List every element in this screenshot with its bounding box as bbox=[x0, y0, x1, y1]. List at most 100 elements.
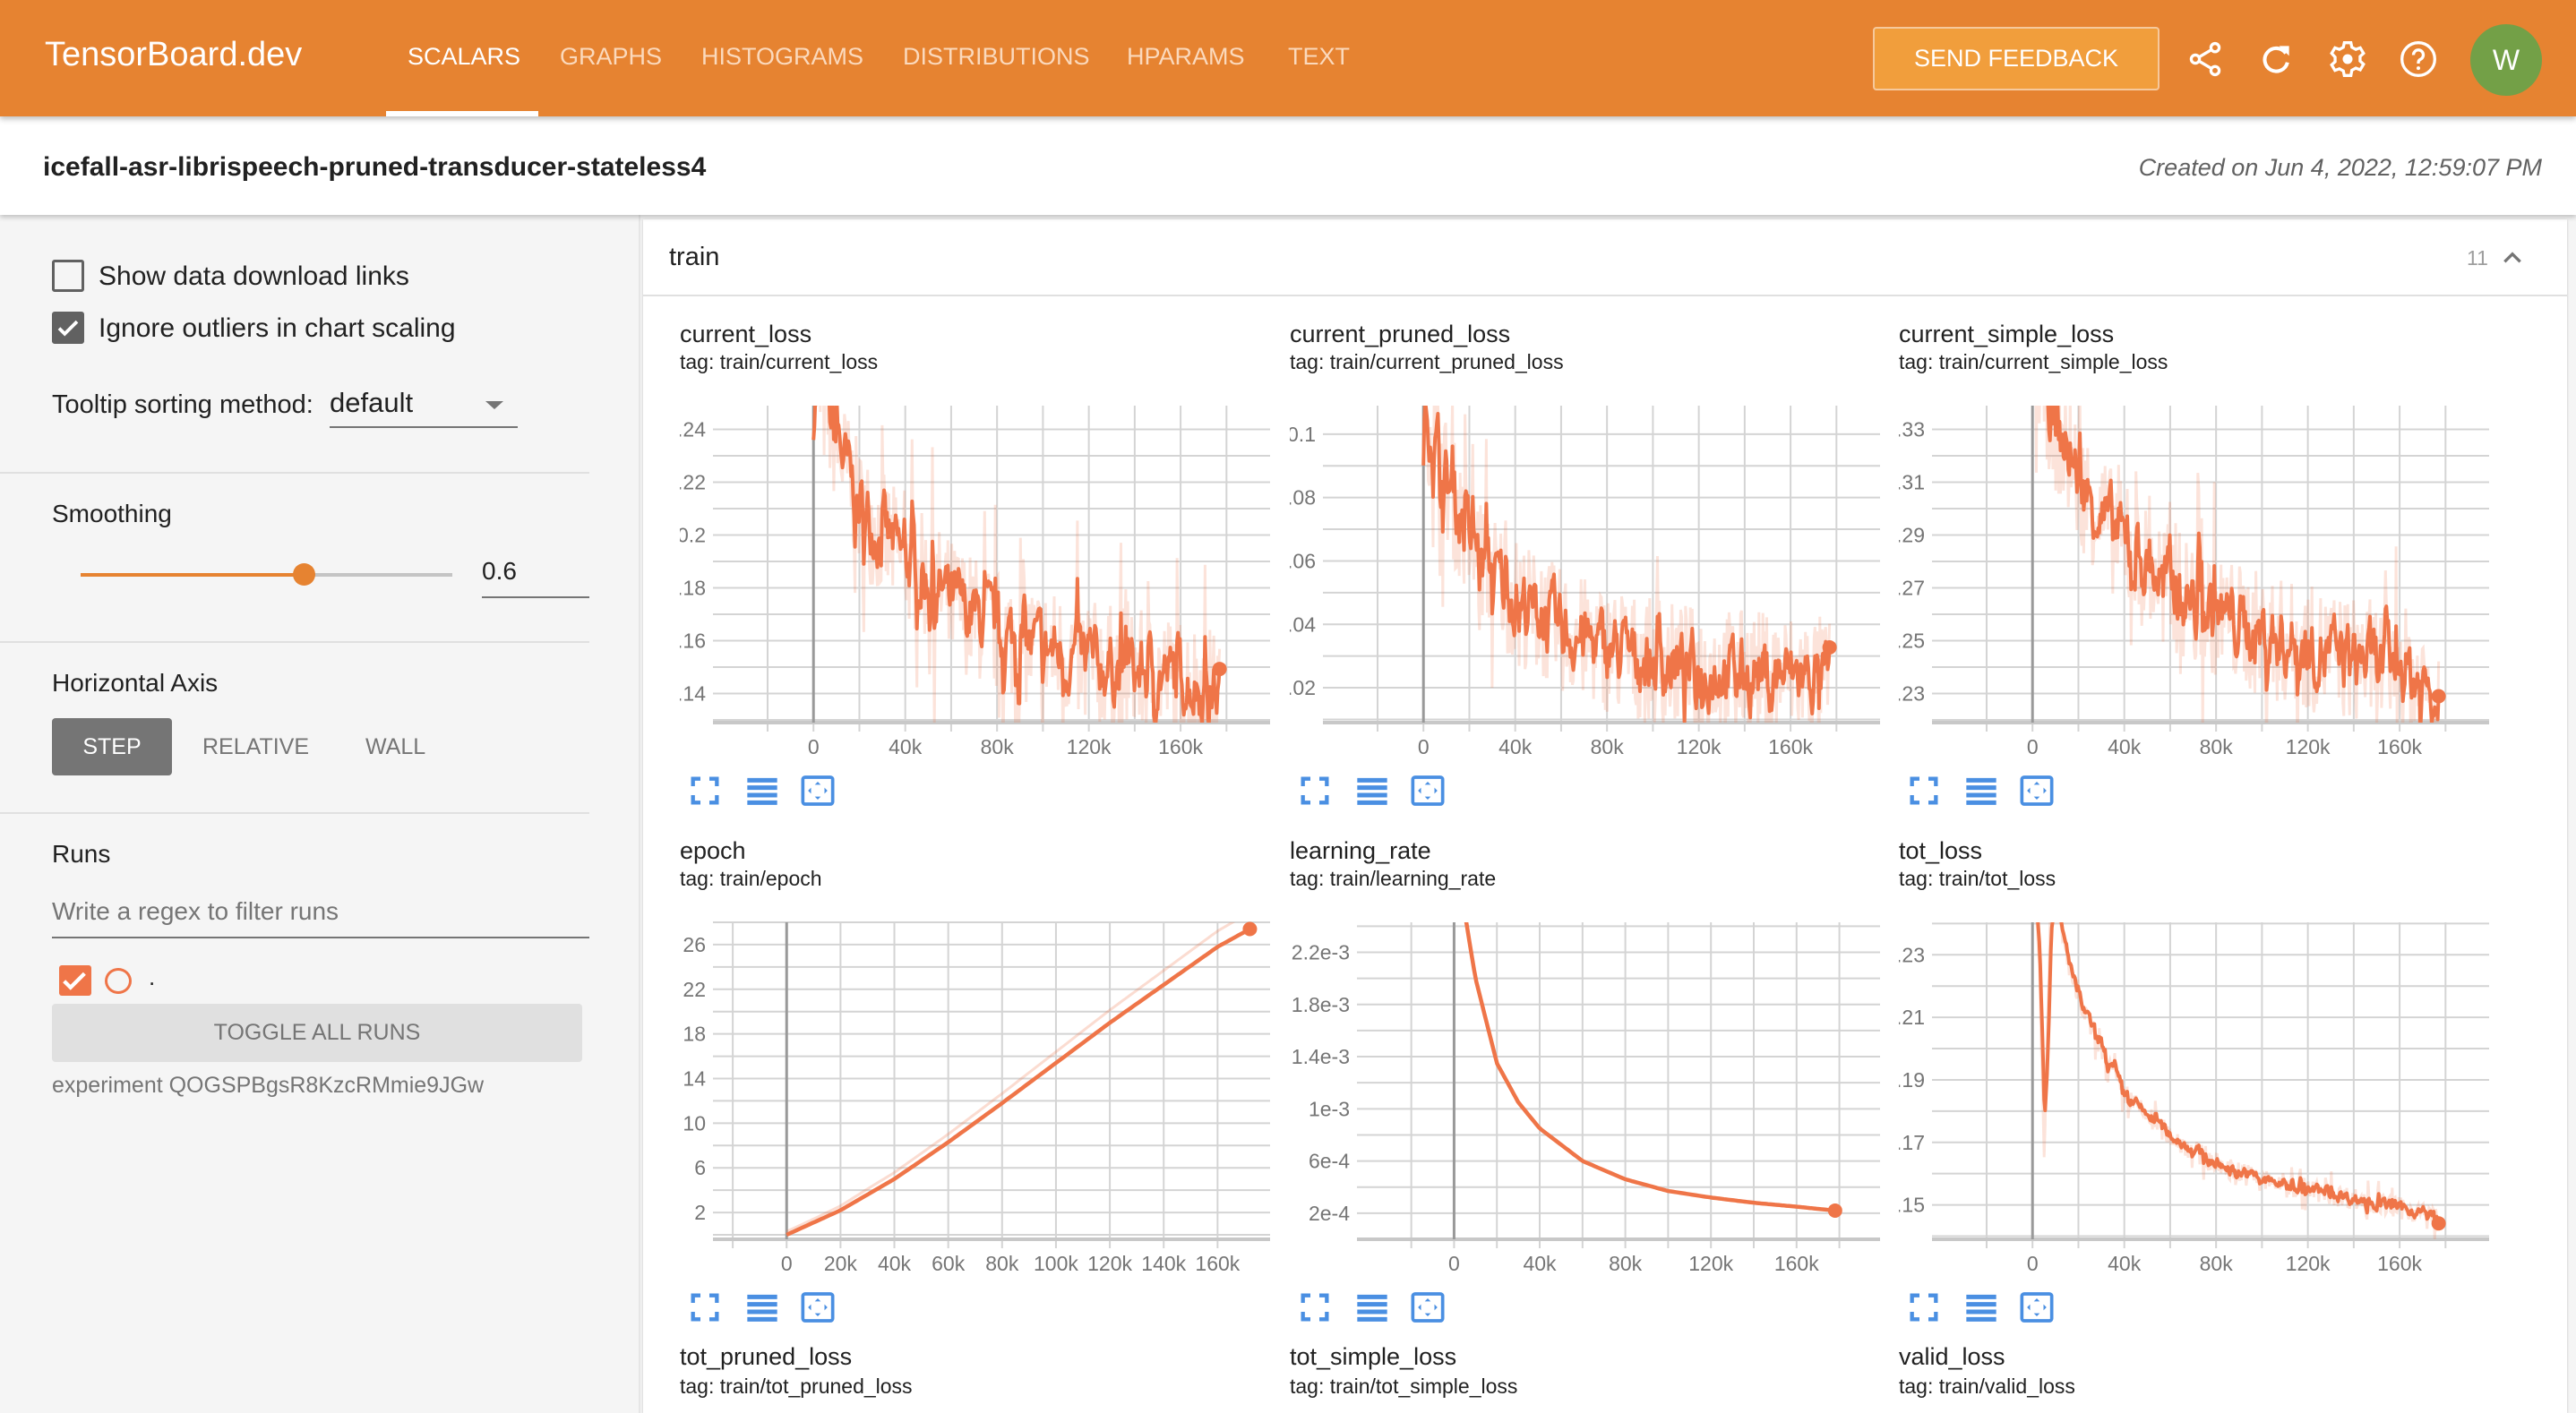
x-tick-label: 160k bbox=[1195, 1252, 1240, 1275]
toggle-log-scale-icon[interactable] bbox=[744, 1289, 780, 1325]
show-download-links-checkbox[interactable] bbox=[52, 260, 84, 292]
fullscreen-icon[interactable] bbox=[1297, 1289, 1333, 1325]
fit-domain-icon[interactable] bbox=[1410, 1289, 1446, 1325]
show-download-links-label[interactable]: Show data download links bbox=[99, 261, 409, 291]
created-timestamp: Created on Jun 4, 2022, 12:59:07 PM bbox=[2138, 154, 2542, 181]
chart-title: current_pruned_loss bbox=[1290, 321, 1511, 347]
ignore-outliers-checkbox[interactable] bbox=[52, 312, 84, 344]
group-count: 11 bbox=[2467, 246, 2488, 270]
chart-tag: tag: train/current_pruned_loss bbox=[1290, 350, 1564, 373]
run-color-circle-icon[interactable] bbox=[105, 968, 132, 994]
raw-series-line bbox=[2035, 922, 2440, 1239]
fit-domain-icon[interactable] bbox=[800, 773, 836, 809]
x-tick-label: 160k bbox=[1774, 1252, 1819, 1275]
axis-relative-button[interactable]: RELATIVE bbox=[202, 734, 310, 759]
x-tick-label: 0 bbox=[808, 735, 820, 758]
last-point-marker[interactable] bbox=[2431, 1216, 2446, 1231]
fullscreen-icon[interactable] bbox=[1906, 1289, 1942, 1325]
group-header[interactable]: train 11 bbox=[643, 219, 2567, 296]
toggle-log-scale-icon[interactable] bbox=[744, 773, 780, 809]
smoothing-slider-thumb[interactable] bbox=[293, 563, 315, 586]
last-point-marker[interactable] bbox=[1212, 662, 1227, 677]
fit-domain-icon[interactable] bbox=[2019, 1289, 2055, 1325]
y-tick-label: 10 bbox=[683, 1111, 706, 1135]
chart-toolbar bbox=[1290, 1289, 1469, 1329]
card-tag: tag: train/tot_pruned_loss bbox=[680, 1374, 913, 1398]
smoothed-series-line[interactable] bbox=[811, 394, 1222, 725]
tab-hparams[interactable]: HPARAMS bbox=[1127, 43, 1245, 70]
fullscreen-icon[interactable] bbox=[1297, 773, 1333, 809]
y-tick-label: 0.15 bbox=[1899, 1194, 1925, 1217]
x-tick-label: 120k bbox=[1677, 735, 1722, 758]
share-icon[interactable] bbox=[2185, 39, 2225, 79]
x-tick-label: 60k bbox=[932, 1252, 966, 1275]
smoothed-series-line[interactable] bbox=[2032, 911, 2441, 1225]
line-chart[interactable]: 0.23 0.25 0.27 0.29 0.31 0.33 0 40k 80k 120k 160k bbox=[1899, 394, 2508, 770]
y-tick-label: 0.31 bbox=[1899, 471, 1925, 494]
scalar-chart-card: current_pruned_loss tag: train/current_pr… bbox=[1290, 321, 1899, 822]
axis-wall-button[interactable]: WALL bbox=[365, 734, 426, 759]
brand-logo[interactable]: TensorBoard.dev bbox=[45, 36, 303, 73]
run-checkbox[interactable] bbox=[59, 965, 91, 996]
tab-graphs[interactable]: GRAPHS bbox=[560, 43, 663, 70]
chart-title: current_simple_loss bbox=[1899, 321, 2115, 347]
line-chart[interactable]: 0.14 0.16 0.18 0.2 0.22 0.24 0 40k 80k 120k 160k bbox=[680, 394, 1289, 770]
tab-histograms[interactable]: HISTOGRAMS bbox=[701, 43, 864, 70]
x-tick-label: 120k bbox=[2286, 1252, 2331, 1275]
tab-distributions[interactable]: DISTRIBUTIONS bbox=[903, 43, 1090, 70]
x-tick-label: 140k bbox=[1141, 1252, 1186, 1275]
toggle-log-scale-icon[interactable] bbox=[1354, 773, 1390, 809]
last-point-marker[interactable] bbox=[1822, 639, 1837, 655]
smoothed-series-line[interactable] bbox=[1464, 913, 1836, 1213]
chart-toolbar bbox=[680, 773, 859, 812]
fullscreen-icon[interactable] bbox=[687, 1289, 723, 1325]
settings-gear-icon[interactable] bbox=[2328, 39, 2367, 79]
run-filter-input[interactable] bbox=[52, 886, 589, 938]
ignore-outliers-label[interactable]: Ignore outliers in chart scaling bbox=[99, 313, 456, 343]
send-feedback-button[interactable]: SEND FEEDBACK bbox=[1873, 27, 2160, 90]
x-tick-label: 40k bbox=[1498, 735, 1533, 758]
fit-domain-icon[interactable] bbox=[1410, 773, 1446, 809]
chart-toolbar bbox=[680, 1289, 859, 1329]
tooltip-sorting-select[interactable]: default bbox=[330, 376, 518, 428]
fit-domain-icon[interactable] bbox=[2019, 773, 2055, 809]
refresh-icon[interactable] bbox=[2256, 39, 2296, 79]
y-tick-label: 1e-3 bbox=[1309, 1097, 1350, 1120]
y-tick-label: 0.17 bbox=[1899, 1131, 1925, 1154]
line-chart[interactable]: 2e-4 6e-4 1e-3 1.4e-3 1.8e-3 2.2e-3 0 40k 80k 120… bbox=[1290, 911, 1899, 1287]
scalar-chart-card: epoch tag: train/epoch 2 6 10 14 18 22 26 0 20k 40k… bbox=[680, 837, 1289, 1339]
x-tick-label: 40k bbox=[878, 1252, 912, 1275]
line-chart[interactable]: 0.02 0.04 0.06 0.08 0.1 0 40k 80k 120k 160k bbox=[1290, 394, 1899, 770]
chevron-up-icon[interactable] bbox=[2501, 246, 2524, 270]
smoothed-series-line[interactable] bbox=[1421, 403, 1832, 723]
x-tick-label: 160k bbox=[2377, 1252, 2422, 1275]
chart-title: current_loss bbox=[680, 321, 812, 347]
smoothing-value-input[interactable]: 0.6 bbox=[482, 548, 589, 598]
help-icon[interactable] bbox=[2399, 39, 2438, 79]
tab-scalars[interactable]: SCALARS bbox=[408, 43, 521, 70]
y-tick-label: 2e-4 bbox=[1309, 1202, 1350, 1225]
toggle-log-scale-icon[interactable] bbox=[1963, 773, 1999, 809]
last-point-marker[interactable] bbox=[2431, 689, 2446, 704]
y-tick-label: 22 bbox=[683, 978, 706, 1001]
axis-step-button[interactable]: STEP bbox=[52, 718, 172, 775]
fit-domain-icon[interactable] bbox=[800, 1289, 836, 1325]
user-avatar[interactable]: W bbox=[2470, 24, 2542, 96]
fullscreen-icon[interactable] bbox=[1906, 773, 1942, 809]
smoothing-slider-track[interactable] bbox=[81, 563, 452, 586]
line-chart[interactable]: 0.15 0.17 0.19 0.21 0.23 0 40k 80k 120k 160k bbox=[1899, 911, 2508, 1287]
toggle-log-scale-icon[interactable] bbox=[1963, 1289, 1999, 1325]
x-tick-label: 100k bbox=[1034, 1252, 1078, 1275]
toggle-all-runs-button[interactable]: TOGGLE ALL RUNS bbox=[52, 1004, 582, 1062]
fullscreen-icon[interactable] bbox=[687, 773, 723, 809]
smoothed-series-line[interactable] bbox=[786, 927, 1251, 1237]
last-point-marker[interactable] bbox=[1827, 1203, 1842, 1218]
y-tick-label: 0.14 bbox=[680, 682, 706, 706]
tooltip-sorting-label: Tooltip sorting method: bbox=[52, 390, 313, 419]
smoothed-series-line[interactable] bbox=[2032, 394, 2441, 735]
last-point-marker[interactable] bbox=[1242, 921, 1258, 937]
toggle-log-scale-icon[interactable] bbox=[1354, 1289, 1390, 1325]
tab-text[interactable]: TEXT bbox=[1288, 43, 1351, 70]
